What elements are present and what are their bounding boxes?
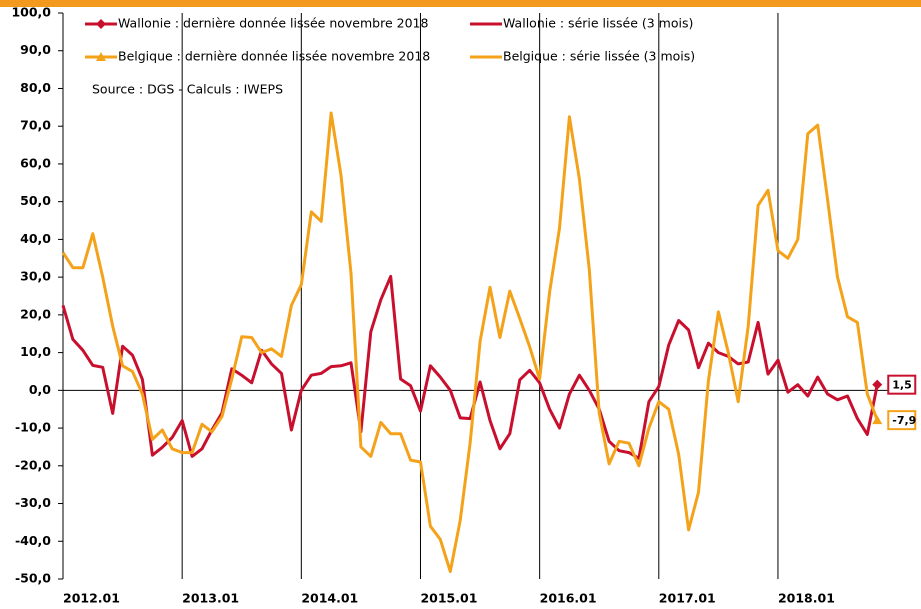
legend-label: Belgique : série lissée (3 mois) [503, 49, 695, 64]
y-tick-label: -40,0 [15, 533, 51, 548]
series-line [61, 111, 879, 573]
marker [96, 19, 106, 29]
legend-item: Belgique : dernière donnée lissée novemb… [85, 49, 430, 64]
x-tick-label: 2015.01 [420, 591, 477, 606]
y-tick-label: 60,0 [20, 155, 51, 170]
x-tick-label: 2014.01 [301, 591, 358, 606]
y-tick-label: -20,0 [15, 457, 51, 472]
legend-item: Wallonie : série lissée (3 mois) [470, 16, 693, 31]
y-tick-label: 40,0 [20, 231, 51, 246]
y-tick-label: -10,0 [15, 420, 51, 435]
y-tick-label: -30,0 [15, 495, 51, 510]
value-label-text: -7,9 [892, 414, 916, 427]
y-tick-label: 70,0 [20, 118, 51, 133]
value-label-text: 1,5 [892, 379, 912, 392]
source-note: Source : DGS - Calculs : IWEPS [92, 82, 283, 97]
value-label-box [887, 410, 917, 431]
legend-item: Belgique : série lissée (3 mois) [470, 49, 695, 64]
y-tick-label: 20,0 [20, 306, 51, 321]
value-label: -7,9 [887, 410, 917, 431]
value-label-box [887, 374, 917, 395]
y-tick-label: 50,0 [20, 193, 51, 208]
marker [872, 415, 883, 425]
x-tick-label: 2013.01 [182, 591, 239, 606]
header-band [0, 0, 921, 7]
x-tick-label: 2018.01 [778, 591, 835, 606]
legend-label: Belgique : dernière donnée lissée novemb… [118, 49, 430, 64]
x-tick-label: 2016.01 [540, 591, 597, 606]
y-tick-label: -50,0 [15, 571, 51, 586]
y-tick-label: 90,0 [20, 42, 51, 57]
x-tick-label: 2017.01 [659, 591, 716, 606]
y-tick-label: 30,0 [20, 269, 51, 284]
series-line [61, 274, 879, 460]
legend-item: Wallonie : dernière donnée lissée novemb… [85, 16, 428, 31]
legend-label: Wallonie : série lissée (3 mois) [503, 16, 693, 31]
marker [96, 52, 106, 61]
y-tick-label: 10,0 [20, 344, 51, 359]
x-tick-label: 2012.01 [63, 591, 120, 606]
marker [872, 379, 883, 390]
y-tick-label: 100,0 [11, 5, 51, 20]
y-tick-label: 80,0 [20, 80, 51, 95]
y-tick-label: 0,0 [29, 382, 51, 397]
legend-label: Wallonie : dernière donnée lissée novemb… [118, 16, 428, 31]
value-label: 1,5 [887, 374, 917, 395]
